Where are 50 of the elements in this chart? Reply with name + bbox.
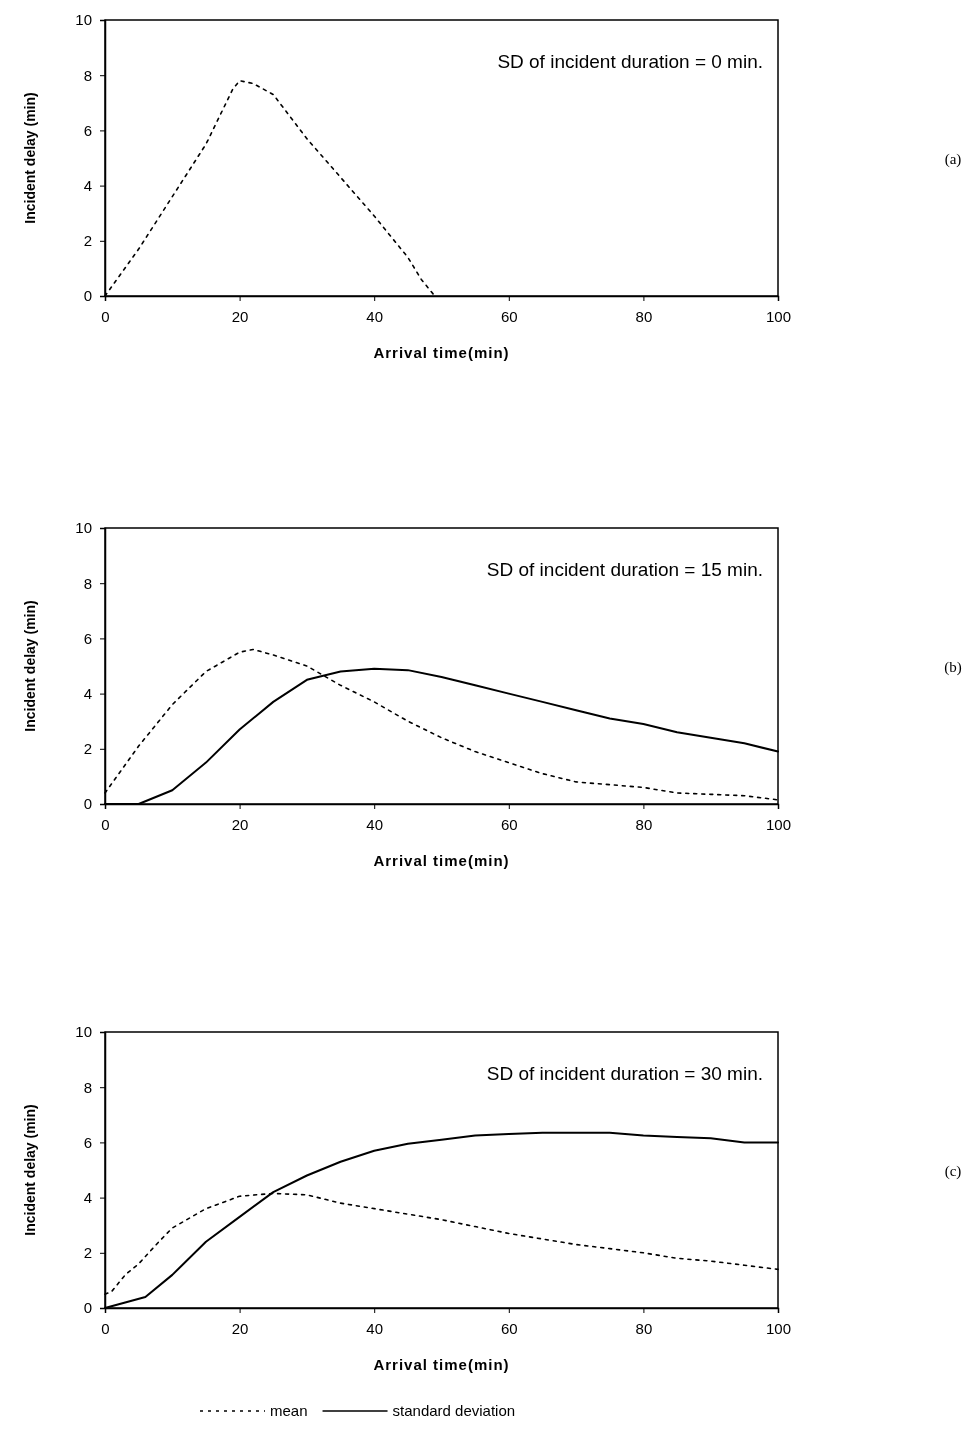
y-tick-label: 0 — [83, 287, 92, 305]
x-tick-label: 100 — [765, 1319, 792, 1337]
x-tick-label: 40 — [366, 815, 384, 833]
y-tick-label: 4 — [83, 1188, 92, 1206]
y-tick-label: 0 — [83, 1299, 92, 1317]
x-tick-label: 40 — [366, 307, 384, 325]
y-tick-label: 0 — [83, 795, 92, 813]
y-tick-label: 8 — [83, 1078, 92, 1096]
y-tick-label: 10 — [75, 1023, 92, 1041]
x-tick-label: 80 — [635, 815, 653, 833]
text: (a) — [944, 151, 962, 168]
x-tick-label: 20 — [231, 1319, 249, 1337]
text: (b) — [944, 659, 962, 676]
x-tick-label: 40 — [366, 1319, 384, 1337]
y-tick-label: 4 — [83, 176, 92, 194]
x-axis-title: Arrival time(min) — [373, 1356, 510, 1373]
annotation: SD of incident duration = 30 min. — [486, 1063, 763, 1084]
y-tick-label: 6 — [83, 1133, 92, 1151]
x-tick-label: 60 — [500, 307, 518, 325]
x-tick-label: 100 — [765, 815, 792, 833]
y-tick-label: 10 — [75, 519, 92, 537]
annotation: SD of incident duration = 15 min. — [486, 559, 763, 580]
x-tick-label: 20 — [231, 307, 249, 325]
x-axis-title: Arrival time(min) — [373, 344, 510, 361]
y-tick-label: 8 — [83, 574, 92, 592]
text: (c) — [944, 1163, 962, 1180]
x-tick-label: 60 — [500, 1319, 518, 1337]
x-tick-label: 0 — [101, 1319, 110, 1337]
x-tick-label: 0 — [101, 307, 110, 325]
x-tick-label: 100 — [765, 307, 792, 325]
y-tick-label: 6 — [83, 121, 92, 139]
y-tick-label: 8 — [83, 66, 92, 84]
y-axis-title: Incident delay (min) — [22, 1104, 38, 1236]
y-tick-label: 4 — [83, 684, 92, 702]
x-tick-label: 0 — [101, 815, 110, 833]
x-tick-label: 80 — [635, 1319, 653, 1337]
x-axis-title: Arrival time(min) — [373, 852, 510, 869]
y-tick-label: 10 — [75, 11, 92, 29]
x-tick-label: 80 — [635, 307, 653, 325]
y-axis-title: Incident delay (min) — [22, 600, 38, 732]
legend-label: standard deviation — [392, 1402, 516, 1419]
x-tick-label: 20 — [231, 815, 249, 833]
y-tick-label: 6 — [83, 629, 92, 647]
legend-label: mean — [270, 1402, 308, 1419]
y-tick-label: 2 — [83, 232, 92, 250]
y-tick-label: 2 — [83, 740, 92, 758]
annotation: SD of incident duration = 0 min. — [497, 51, 763, 72]
y-axis-title: Incident delay (min) — [22, 92, 38, 224]
x-tick-label: 60 — [500, 815, 518, 833]
y-tick-label: 2 — [83, 1244, 92, 1262]
